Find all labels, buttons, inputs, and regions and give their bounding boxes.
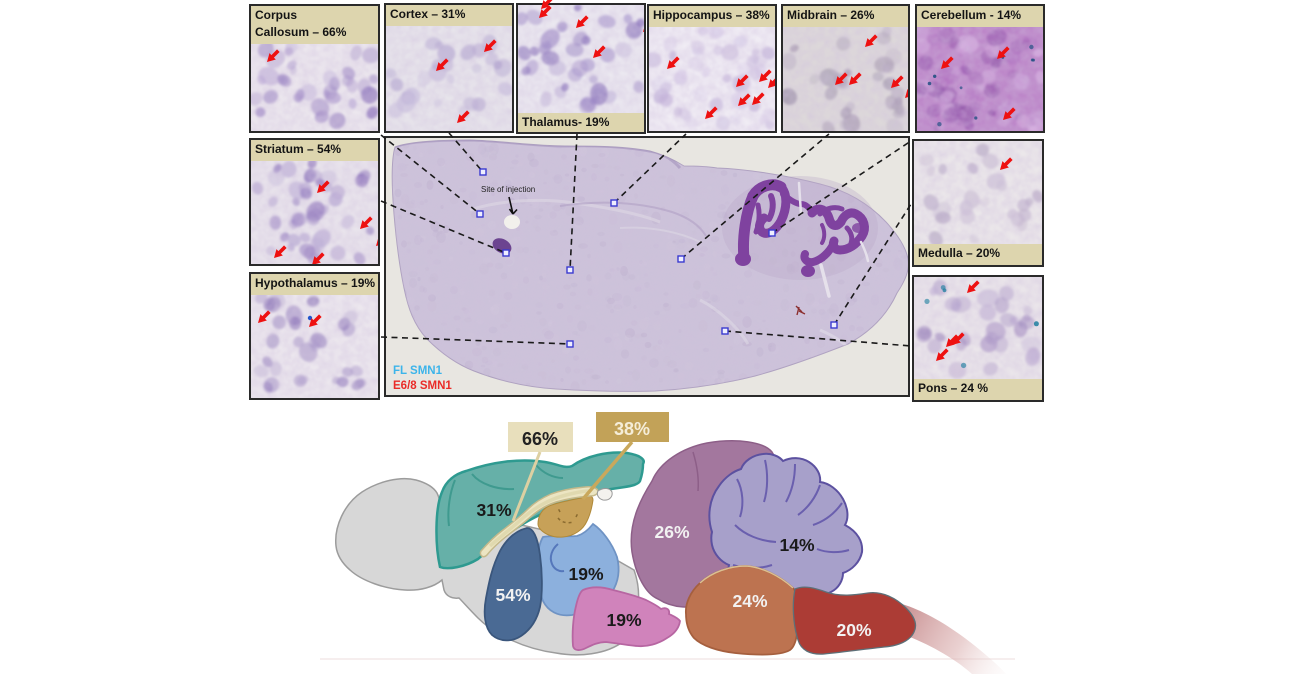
svg-text:Site of injection: Site of injection bbox=[481, 185, 535, 194]
svg-text:31%: 31% bbox=[476, 500, 511, 520]
svg-text:E6/8 SMN1: E6/8 SMN1 bbox=[393, 380, 452, 392]
svg-text:FL SMN1: FL SMN1 bbox=[393, 365, 443, 377]
svg-text:20%: 20% bbox=[836, 620, 871, 640]
svg-text:24%: 24% bbox=[732, 591, 767, 611]
svg-text:54%: 54% bbox=[495, 585, 530, 605]
svg-text:66%: 66% bbox=[522, 429, 558, 449]
svg-text:19%: 19% bbox=[606, 610, 641, 630]
svg-text:38%: 38% bbox=[614, 419, 650, 439]
svg-text:19%: 19% bbox=[568, 564, 603, 584]
svg-text:26%: 26% bbox=[654, 522, 689, 542]
svg-text:14%: 14% bbox=[779, 535, 814, 555]
